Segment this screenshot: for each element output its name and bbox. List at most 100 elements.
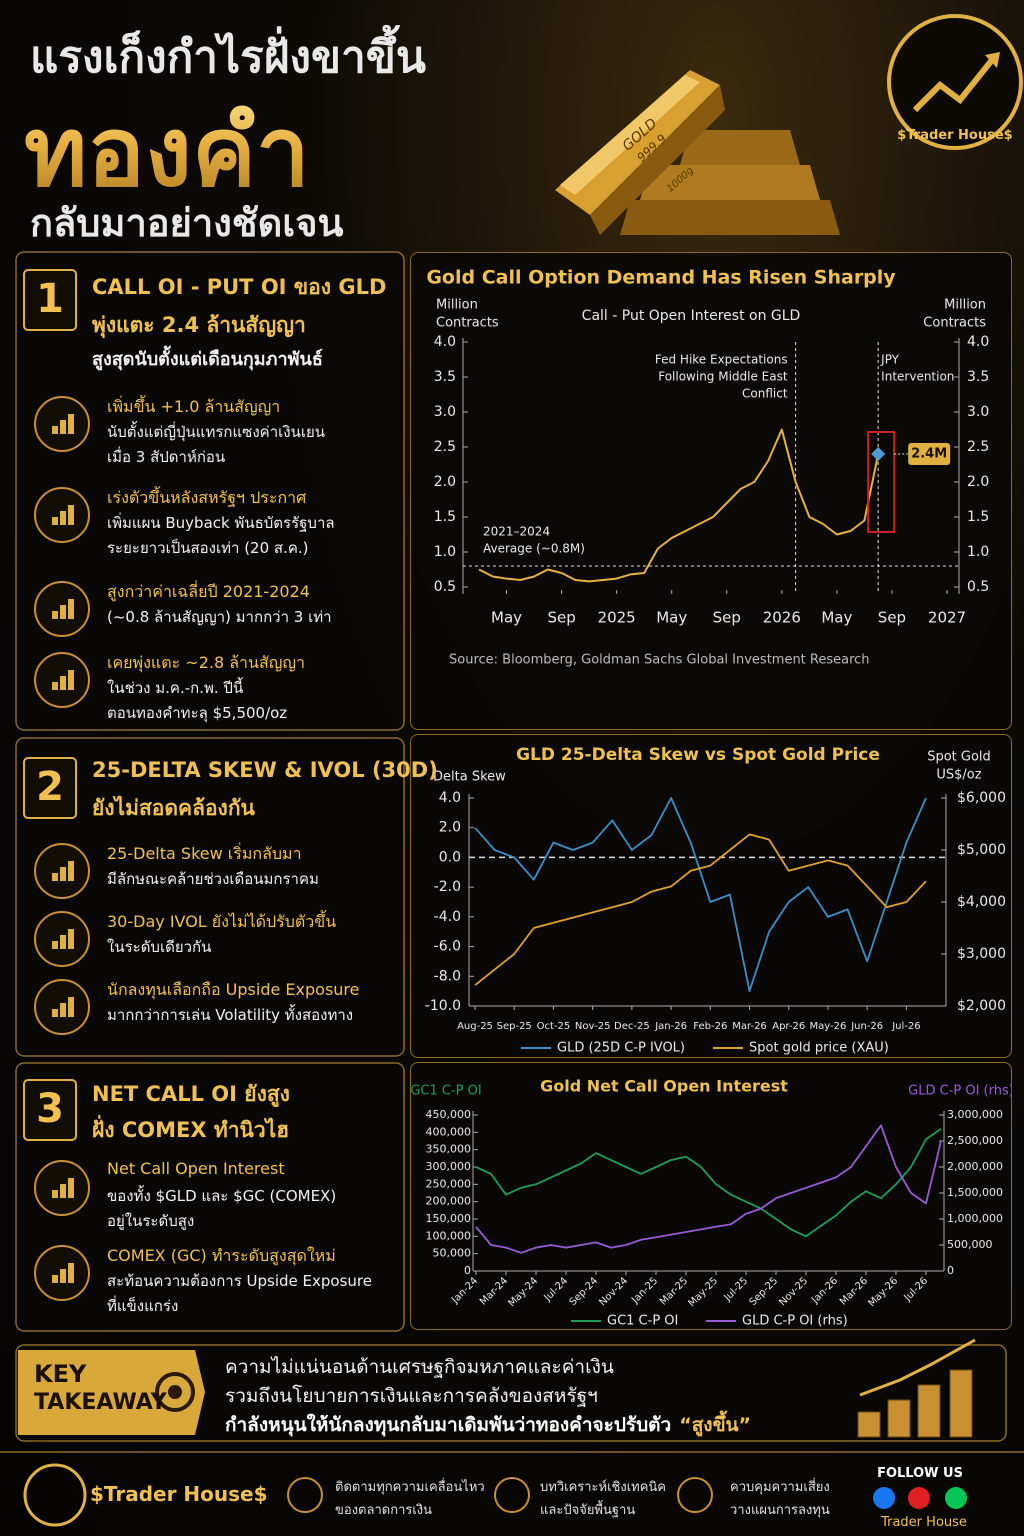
x-tick-label: Sep-25 bbox=[497, 1021, 532, 1032]
item-text: ของทั้ง $GLD และ $GC (COMEX) bbox=[107, 1187, 337, 1205]
x-tick-label: Jun-26 bbox=[850, 1021, 883, 1032]
icon-glyph bbox=[52, 873, 58, 881]
callout-box bbox=[908, 443, 951, 465]
y-tick-label: 2.0 bbox=[439, 820, 461, 836]
y2-axis-title: GLD C-P OI (rhs) bbox=[908, 1084, 1011, 1099]
section-heading: 25-DELTA SKEW & IVOL (30D) bbox=[92, 758, 438, 782]
follow-handle: Trader House bbox=[881, 1515, 967, 1530]
footer-text: ติดตามทุกความเคลื่อนไหว bbox=[335, 1480, 485, 1495]
youtube-icon[interactable] bbox=[908, 1487, 930, 1509]
chart-source: Source: Bloomberg, Goldman Sachs Global … bbox=[449, 653, 870, 668]
x-tick-label: Jan-24 bbox=[449, 1275, 480, 1306]
item-text: เร่งตัวขึ้นหลังสหรัฐฯ ประกาศ bbox=[107, 488, 307, 507]
badge-text: TAKEAWAY bbox=[34, 1390, 167, 1415]
y2-tick-label: 3,000,000 bbox=[947, 1108, 1003, 1121]
legend-label: Spot gold price (XAU) bbox=[749, 1041, 889, 1056]
section-heading: พุ่งแตะ 2.4 ล้านสัญญา bbox=[92, 313, 306, 337]
takeaway-box bbox=[15, 1344, 1007, 1442]
item-text: สะท้อนความต้องการ Upside Exposure bbox=[107, 1272, 372, 1290]
item-text: COMEX (GC) ทำระดับสูงสุดใหม่ bbox=[107, 1246, 336, 1265]
title-line: แรงเก็งกำไรฝั่งขาขึ้น bbox=[30, 32, 426, 83]
footer-icon bbox=[287, 1477, 323, 1513]
footer-brand: $Trader House$ bbox=[90, 1482, 268, 1506]
chart-panel: Gold Net Call Open Interest GC1 C-P OI GLD… bbox=[410, 1062, 1014, 1330]
y-tick-label: 0.5 bbox=[434, 579, 456, 595]
y-tick-label: 4.0 bbox=[434, 334, 456, 350]
gold-bars bbox=[555, 70, 840, 235]
icon-glyph bbox=[68, 414, 74, 434]
y2-tick-label: 0.5 bbox=[967, 579, 989, 595]
target-icon bbox=[155, 1372, 195, 1412]
series-line bbox=[475, 1128, 942, 1238]
average-label: 2021–2024 bbox=[483, 525, 550, 539]
x-tick-label: Jul-26 bbox=[902, 1275, 931, 1304]
item-text: ตอนทองคำทะลุ $5,500/oz bbox=[107, 704, 288, 722]
section-heading: ยังไม่สอดคล้องกัน bbox=[92, 796, 255, 820]
section-heading: CALL OI - PUT OI ของ GLD bbox=[92, 275, 387, 299]
x-tick-label: Jan-26 bbox=[654, 1021, 687, 1032]
takeaway-line: กำลังหนุนให้นักลงทุนกลับมาเดิมพันว่าทองค… bbox=[225, 1410, 759, 1440]
y-tick-label: 0.0 bbox=[439, 849, 461, 865]
section-number: 3 bbox=[36, 1086, 64, 1132]
footer-text: และปัจจัยพื้นฐาน bbox=[540, 1503, 636, 1518]
y2-tick-label: 500,000 bbox=[947, 1238, 993, 1251]
icon-glyph bbox=[60, 676, 66, 690]
x-tick-label: Jan-26 bbox=[809, 1275, 840, 1306]
y-tick-label: 3.5 bbox=[434, 369, 456, 385]
icon-glyph bbox=[52, 1190, 58, 1198]
x-tick-label: Jan-25 bbox=[629, 1275, 660, 1306]
x-tick-label: Sep bbox=[878, 609, 906, 627]
item-text: นับตั้งแต่ญี่ปุ่นแทรกแซงค่าเงินเยน bbox=[107, 423, 326, 441]
badge-text: KEY bbox=[34, 1360, 87, 1388]
x-tick-label: Jul-26 bbox=[891, 1021, 920, 1032]
section-box bbox=[15, 737, 405, 1057]
x-tick-label: 2026 bbox=[763, 609, 801, 627]
section-heading: ฝั่ง COMEX ทำนิวไฮ bbox=[92, 1118, 290, 1142]
y-tick-label: 100,000 bbox=[426, 1229, 472, 1242]
y2-tick-label: 2,000,000 bbox=[947, 1160, 1003, 1173]
icon-glyph bbox=[68, 599, 74, 619]
number-box bbox=[23, 269, 77, 331]
section-box bbox=[15, 251, 405, 731]
item-text: เพิ่มแผน Buyback พันธบัตรรัฐบาล bbox=[107, 514, 335, 532]
title-main: ทองคำ bbox=[24, 76, 310, 228]
footer-text: ของตลาดการเงิน bbox=[335, 1503, 433, 1518]
number-box bbox=[23, 1079, 77, 1141]
x-tick-label: Sep-24 bbox=[568, 1275, 601, 1308]
x-tick-label: Jul-25 bbox=[722, 1275, 751, 1304]
legend-label: GLD (25D C-P IVOL) bbox=[557, 1041, 685, 1056]
item-text: 30-Day IVOL ยังไม่ได้ปรับตัวขึ้น bbox=[107, 912, 337, 931]
item-text: เพิ่มขึ้น +1.0 ล้านสัญญา bbox=[107, 397, 281, 416]
y2-tick-label: 0 bbox=[947, 1264, 954, 1277]
icon-glyph bbox=[60, 605, 66, 619]
x-tick-label: Feb-26 bbox=[693, 1021, 727, 1032]
data-point bbox=[871, 447, 886, 461]
item-text: สูงกว่าค่าเฉลี่ยปี 2021-2024 bbox=[107, 582, 310, 601]
x-tick-label: May bbox=[656, 609, 687, 627]
item-text: เคยพุ่งแตะ ~2.8 ล้านสัญญา bbox=[107, 653, 305, 672]
footer-icon bbox=[494, 1477, 530, 1513]
x-tick-label: 2027 bbox=[928, 609, 966, 627]
section-heading: สูงสุดนับตั้งแต่เดือนกุมภาพันธ์ bbox=[92, 349, 323, 370]
x-tick-label: May-24 bbox=[506, 1275, 540, 1309]
y-tick-label: 4.0 bbox=[439, 790, 461, 806]
x-tick-label: Nov-25 bbox=[777, 1275, 810, 1308]
icon-glyph bbox=[60, 511, 66, 525]
y-tick-label: -8.0 bbox=[434, 968, 461, 984]
y-axis-title: Contracts bbox=[436, 316, 499, 331]
y2-tick-label: $4,000 bbox=[957, 894, 1006, 910]
y2-tick-label: $5,000 bbox=[957, 842, 1006, 858]
icon-glyph bbox=[52, 1009, 58, 1017]
facebook-icon[interactable] bbox=[873, 1487, 895, 1509]
section-number: 1 bbox=[36, 276, 64, 322]
takeaway-text: “สูงขึ้น” bbox=[679, 1414, 752, 1436]
icon-glyph bbox=[68, 929, 74, 949]
y-tick-label: 1.0 bbox=[434, 544, 456, 560]
icon-glyph bbox=[60, 935, 66, 949]
series-line bbox=[475, 1124, 942, 1254]
y-axis-title: Delta Skew bbox=[433, 770, 506, 785]
line-icon[interactable] bbox=[945, 1487, 967, 1509]
chart: Gold Net Call Open Interest GC1 C-P OI GLD… bbox=[410, 1077, 1014, 1329]
x-tick-label: Nov-25 bbox=[575, 1021, 611, 1032]
